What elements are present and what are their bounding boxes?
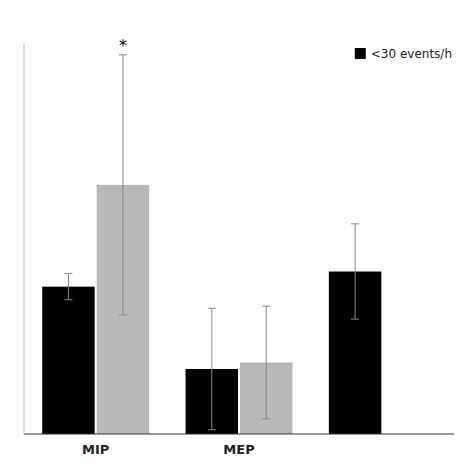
legend: <30 events/h bbox=[355, 47, 452, 61]
error-bar bbox=[262, 306, 270, 419]
annotation: * bbox=[119, 36, 127, 55]
y-axis-line bbox=[24, 44, 25, 434]
legend-swatch bbox=[355, 48, 366, 59]
error-bar bbox=[351, 224, 359, 319]
chart-container: MIP MEP * <30 events/h bbox=[0, 0, 474, 474]
x-tick-label: MIP bbox=[82, 442, 109, 457]
error-bar bbox=[64, 274, 72, 300]
bar bbox=[42, 287, 94, 434]
marks bbox=[42, 55, 381, 434]
error-bar bbox=[208, 308, 216, 429]
x-tick-label: MEP bbox=[223, 442, 254, 457]
chart: MIP MEP * <30 events/h bbox=[0, 0, 474, 474]
x-axis-line bbox=[24, 434, 454, 435]
error-bar bbox=[119, 55, 127, 315]
legend-label: <30 events/h bbox=[371, 47, 452, 61]
